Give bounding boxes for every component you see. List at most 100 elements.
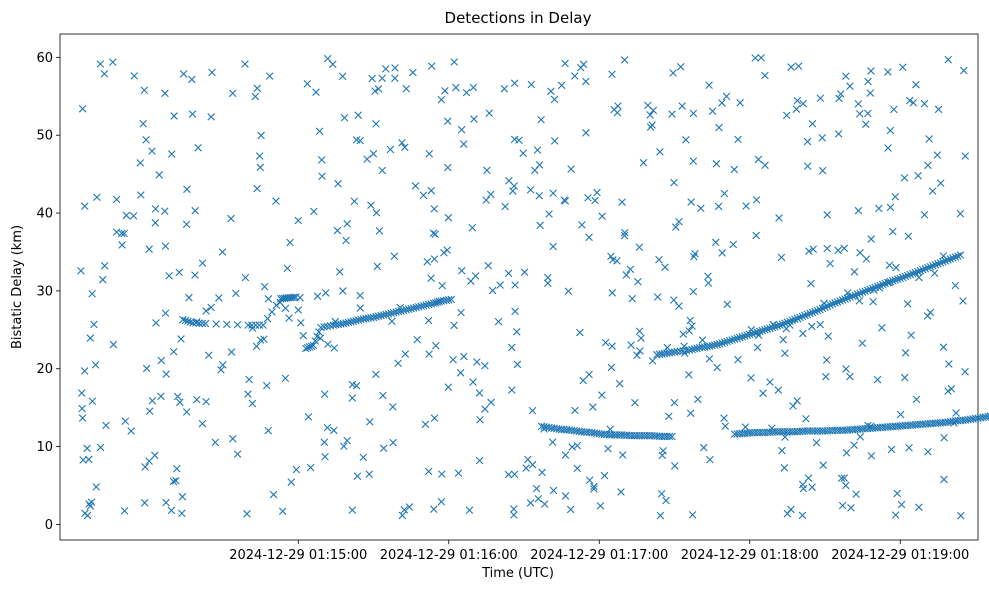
data-point — [858, 339, 867, 348]
data-point — [452, 83, 460, 92]
data-point — [828, 300, 837, 308]
data-point — [80, 367, 89, 375]
data-point — [198, 419, 207, 428]
data-point — [204, 351, 213, 360]
data-point — [317, 156, 326, 164]
data-point — [188, 75, 196, 84]
data-point — [742, 202, 750, 210]
data-point — [873, 282, 882, 291]
data-point — [176, 398, 184, 407]
data-point — [487, 398, 495, 407]
data-point — [787, 63, 795, 71]
data-point — [259, 321, 267, 329]
data-point — [822, 356, 831, 364]
data-point — [866, 285, 874, 294]
data-point — [596, 502, 605, 510]
data-point — [169, 477, 178, 486]
data-point — [777, 253, 786, 262]
data-point — [540, 500, 549, 508]
data-point — [320, 323, 328, 331]
data-point — [330, 426, 338, 435]
data-point — [161, 242, 170, 250]
data-point — [620, 231, 629, 240]
data-point — [608, 70, 616, 79]
data-point — [496, 281, 504, 289]
data-point — [431, 230, 439, 238]
data-point — [465, 506, 474, 514]
data-point — [299, 331, 308, 340]
data-point — [109, 58, 117, 66]
data-point — [884, 68, 892, 76]
data-point — [340, 442, 348, 451]
data-point — [808, 308, 817, 317]
data-point — [487, 190, 495, 199]
data-point — [286, 238, 294, 247]
data-point — [834, 130, 843, 138]
data-point — [961, 367, 969, 376]
data-point — [241, 60, 249, 68]
data-point — [421, 420, 430, 429]
data-point — [352, 136, 361, 144]
data-point — [598, 212, 606, 221]
data-point — [454, 469, 463, 477]
data-point — [676, 63, 685, 71]
data-point — [207, 303, 215, 312]
data-point — [646, 111, 654, 119]
data-point — [924, 263, 932, 272]
data-point — [475, 389, 484, 397]
data-point — [459, 140, 468, 148]
data-point — [584, 194, 592, 202]
data-point — [644, 101, 652, 110]
data-point — [826, 301, 834, 309]
data-point — [323, 423, 332, 432]
data-point — [227, 348, 236, 356]
data-point — [483, 166, 491, 175]
data-point — [735, 333, 744, 342]
data-point — [931, 261, 940, 269]
data-point — [840, 244, 849, 253]
data-point — [251, 92, 260, 101]
data-point — [798, 480, 807, 489]
x-tick-label: 2024-12-29 01:15:00 — [229, 548, 367, 563]
data-point — [81, 509, 89, 518]
data-point — [398, 511, 407, 520]
data-point — [846, 293, 854, 301]
data-point — [390, 252, 399, 261]
data-point — [194, 144, 202, 152]
data-point — [873, 375, 882, 384]
data-point — [636, 347, 644, 355]
y-tick-label: 50 — [36, 129, 53, 144]
data-point — [391, 74, 399, 83]
data-point — [287, 478, 296, 486]
data-point — [263, 314, 272, 323]
x-axis-label: Time (UTC) — [481, 566, 554, 581]
data-point — [891, 192, 900, 201]
data-point — [561, 492, 570, 500]
data-point — [265, 72, 274, 80]
data-point — [84, 455, 93, 464]
data-point — [513, 360, 522, 369]
data-point — [854, 206, 863, 215]
data-point — [117, 229, 126, 238]
data-point — [170, 112, 178, 120]
data-point — [400, 143, 409, 152]
data-point — [807, 279, 815, 288]
data-point — [323, 322, 331, 331]
data-point — [141, 463, 149, 471]
data-point — [861, 120, 870, 129]
data-point — [198, 259, 207, 267]
data-point — [88, 397, 97, 406]
data-point — [330, 344, 339, 352]
data-point — [792, 105, 801, 113]
data-point — [891, 511, 900, 519]
data-point — [684, 370, 693, 379]
data-point — [519, 149, 527, 158]
data-point — [400, 506, 409, 514]
data-point — [549, 242, 557, 251]
data-point — [375, 227, 384, 235]
data-point — [798, 511, 807, 520]
data-point — [450, 58, 459, 66]
data-point — [312, 88, 320, 97]
data-point — [598, 391, 606, 399]
data-point — [888, 276, 897, 285]
